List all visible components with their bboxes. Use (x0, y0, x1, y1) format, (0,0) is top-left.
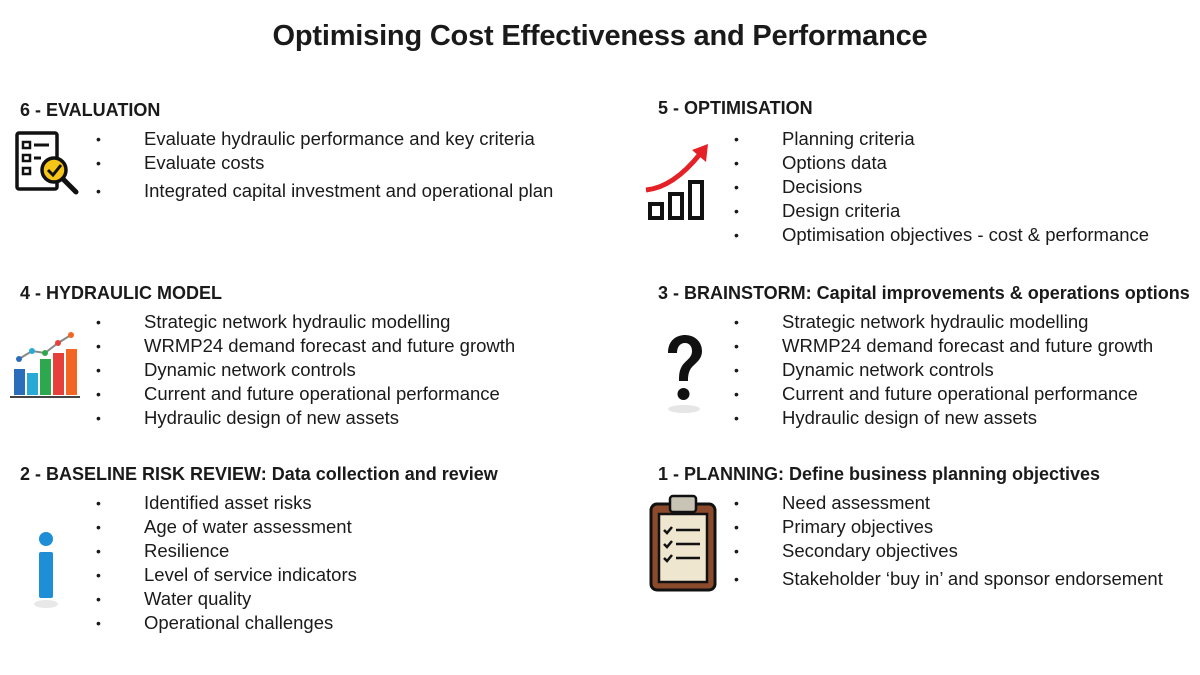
list-item: • Planning criteria (734, 128, 915, 149)
list-item: • Dynamic network controls (734, 359, 994, 380)
list-item: • Options data (734, 152, 887, 173)
section-heading: 4 - HYDRAULIC MODEL (20, 283, 222, 303)
question-mark-icon (668, 335, 702, 413)
section-heading: 1 - PLANNING: Define business planning o… (658, 464, 1101, 484)
list-item: • Primary objectives (734, 516, 934, 537)
list-item: • WRMP24 demand forecast and future growt… (734, 335, 1154, 356)
list-item: • Strategic network hydraulic modelling (96, 311, 451, 332)
list-item: • Design criteria (734, 200, 901, 221)
clipboard-checklist-icon (649, 494, 717, 592)
list-item: • WRMP24 demand forecast and future growt… (96, 335, 516, 356)
list-item: • Integrated capital investment and opera… (96, 180, 554, 201)
list-item: • Need assessment (734, 492, 931, 513)
item-list: • Need assessment • Primary objectives • Se… (734, 491, 1163, 591)
growth-bar-chart-arrow-icon (645, 144, 708, 220)
item-list: • Strategic network hydraulic modelling •… (734, 310, 1154, 430)
list-item: • Optimisation objectives - cost & perfor… (734, 224, 1150, 245)
section-heading: 2 - BASELINE RISK REVIEW: Data collectio… (20, 464, 498, 484)
section-heading: 3 - BRAINSTORM: Capital improvements & o… (658, 283, 1190, 303)
list-item: • Stakeholder ‘buy in’ and sponsor endors… (734, 568, 1163, 589)
page-title: Optimising Cost Effectiveness and Perfor… (272, 20, 928, 52)
item-list: • Evaluate hydraulic performance and key … (96, 127, 554, 203)
list-item: • Dynamic network controls (96, 359, 356, 380)
list-item: • Age of water assessment (96, 516, 352, 537)
list-item: • Evaluate hydraulic performance and key … (96, 128, 535, 149)
evaluation-checklist-magnifier-icon (15, 131, 79, 195)
section-heading: 6 - EVALUATION (20, 100, 161, 120)
list-item: • Operational challenges (96, 612, 334, 633)
item-list: • Planning criteria • Options data • Decisi… (734, 127, 1150, 247)
list-item: • Hydraulic design of new assets (96, 407, 400, 428)
section-heading: 5 - OPTIMISATION (658, 98, 813, 118)
item-list: • Strategic network hydraulic modelling •… (96, 310, 516, 430)
list-item: • Evaluate costs (96, 152, 265, 173)
info-icon (34, 532, 58, 608)
list-item: • Decisions (734, 176, 863, 197)
list-item: • Secondary objectives (734, 540, 958, 561)
list-item: • Identified asset risks (96, 492, 312, 513)
list-item: • Resilience (96, 540, 230, 561)
list-item: • Current and future operational performa… (96, 383, 500, 404)
list-item: • Hydraulic design of new assets (734, 407, 1038, 428)
list-item: • Level of service indicators (96, 564, 357, 585)
list-item: • Water quality (96, 588, 252, 609)
colored-bar-line-chart-icon (10, 332, 80, 398)
list-item: • Current and future operational performa… (734, 383, 1138, 404)
item-list: • Identified asset risks • Age of water as… (96, 491, 357, 635)
list-item: • Strategic network hydraulic modelling (734, 311, 1089, 332)
